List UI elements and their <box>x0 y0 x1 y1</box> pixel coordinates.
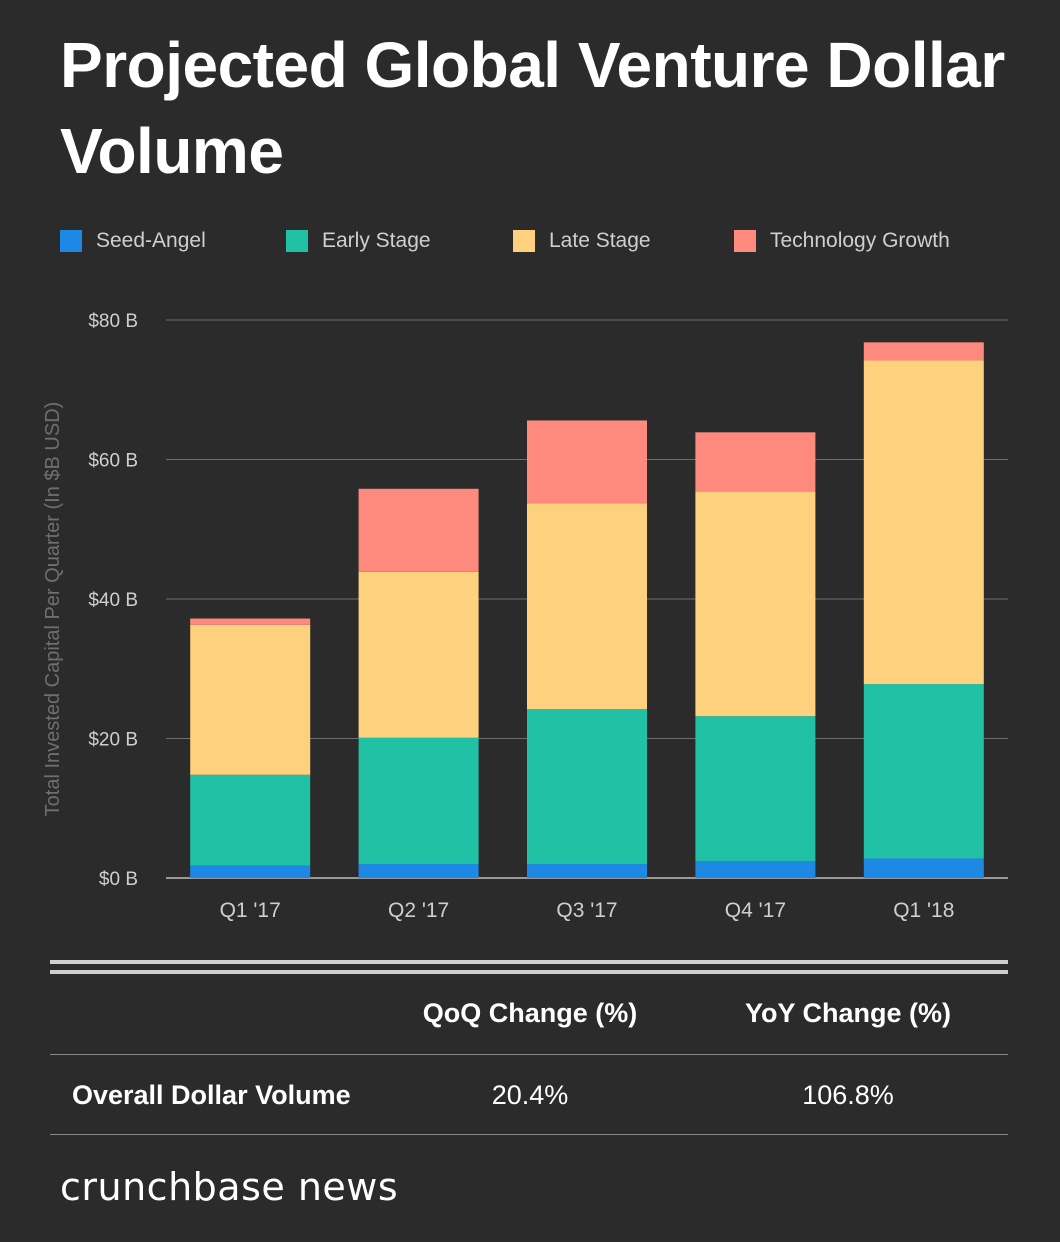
bar-segment-late-stage <box>527 503 647 710</box>
legend-swatch-technology-growth <box>734 230 756 252</box>
x-tick-label: Q1 '17 <box>220 899 281 922</box>
bar-segment-early-stage <box>358 737 479 865</box>
table-header-yoy: YoY Change (%) <box>744 998 952 1028</box>
bar-segment-seed-angel <box>190 865 311 878</box>
table-bottom-rule <box>50 1134 1008 1135</box>
legend-swatch-seed-angel <box>60 230 82 252</box>
chart-legend: Seed-Angel Early Stage Late Stage Techno… <box>60 226 1020 256</box>
legend-item-seed-angel: Seed-Angel <box>60 226 206 256</box>
y-axis-label: Total Invested Capital Per Quarter (In $… <box>42 402 64 817</box>
bar-segment-seed-angel <box>358 864 479 878</box>
bar-segment-early-stage <box>190 774 311 866</box>
x-tick-label: Q2 '17 <box>388 899 449 922</box>
table-row-label: Overall Dollar Volume <box>72 1080 351 1110</box>
legend-swatch-early-stage <box>286 230 308 252</box>
x-tick-label: Q3 '17 <box>556 899 617 922</box>
bar-segment-late-stage <box>695 491 816 717</box>
table-cell-qoq: 20.4% <box>491 1080 569 1110</box>
bar-segment-technology-growth <box>695 432 816 492</box>
legend-label-early-stage: Early Stage <box>322 229 431 252</box>
bar-segment-technology-growth <box>863 342 984 361</box>
table-top-rule-2 <box>50 970 1008 974</box>
bar-segment-late-stage <box>358 571 479 738</box>
legend-item-technology-growth: Technology Growth <box>734 226 950 256</box>
brand-logo: crunchbase news <box>60 1165 399 1209</box>
y-tick-label: $80 B <box>88 311 138 332</box>
y-tick-label: $40 B <box>88 590 138 611</box>
y-tick-label: $60 B <box>88 451 138 472</box>
legend-label-technology-growth: Technology Growth <box>770 229 950 252</box>
bar-segment-early-stage <box>695 716 816 862</box>
bar-segment-late-stage <box>863 360 984 685</box>
stacked-bar-chart: $0 B $20 B $40 B $60 B $80 B Total Invested C… <box>42 311 1008 922</box>
bar-segment-technology-growth <box>527 420 647 504</box>
x-tick-label: Q1 '18 <box>893 899 954 922</box>
bar-segment-early-stage <box>527 709 647 865</box>
table-divider <box>50 1054 1008 1055</box>
bar-segment-technology-growth <box>190 618 311 625</box>
bar-segment-seed-angel <box>695 861 816 878</box>
legend-item-early-stage: Early Stage <box>286 226 431 256</box>
legend-label-seed-angel: Seed-Angel <box>96 229 206 252</box>
legend-item-late-stage: Late Stage <box>513 226 651 256</box>
table-header-qoq: QoQ Change (%) <box>422 998 638 1028</box>
bar-segment-late-stage <box>190 624 311 775</box>
bar-segment-seed-angel <box>863 858 984 878</box>
y-tick-label: $0 B <box>99 869 138 890</box>
table-cell-yoy: 106.8% <box>802 1080 894 1110</box>
y-tick-label: $20 B <box>88 730 138 751</box>
legend-label-late-stage: Late Stage <box>549 229 651 252</box>
bar-segment-seed-angel <box>527 864 647 878</box>
x-tick-label: Q4 '17 <box>725 899 786 922</box>
bar-segment-early-stage <box>863 684 984 859</box>
chart-title: Projected Global Venture Dollar Volume <box>60 29 1005 187</box>
bar-segment-technology-growth <box>358 488 479 572</box>
legend-swatch-late-stage <box>513 230 535 252</box>
table-top-rule <box>50 960 1008 964</box>
